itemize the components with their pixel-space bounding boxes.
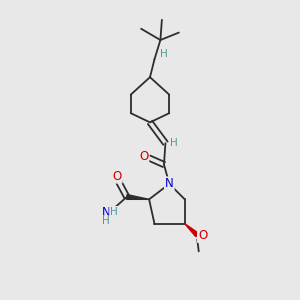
Text: H: H — [110, 207, 118, 217]
Text: H: H — [160, 49, 168, 59]
Polygon shape — [127, 195, 149, 199]
Polygon shape — [185, 224, 199, 237]
Text: O: O — [112, 170, 122, 183]
Text: H: H — [170, 138, 178, 148]
Text: N: N — [102, 206, 110, 219]
Text: H: H — [102, 216, 110, 226]
Text: N: N — [165, 177, 174, 190]
Text: O: O — [198, 229, 207, 242]
Text: O: O — [139, 150, 148, 163]
